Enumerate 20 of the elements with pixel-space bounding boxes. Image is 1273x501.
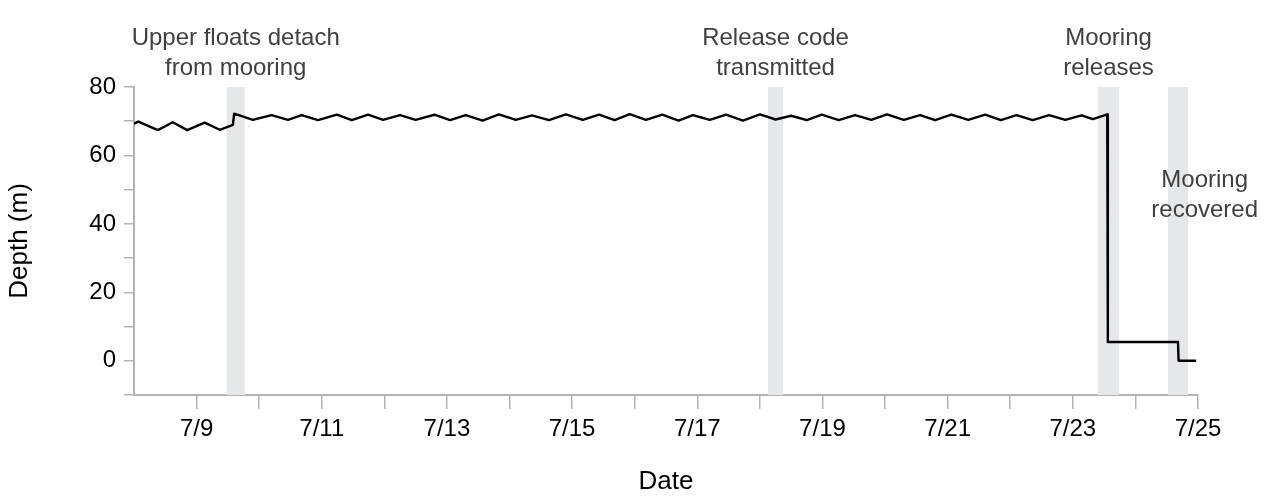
x-axis-title: Date [638, 464, 694, 495]
x-tick-label: 7/11 [299, 414, 345, 442]
x-tick-label: 7/13 [423, 414, 471, 442]
y-tick-label: 20 [89, 276, 116, 304]
x-tick-label: 7/9 [179, 414, 214, 442]
y-tick-label: 0 [102, 345, 116, 373]
x-tick-label: 7/17 [673, 414, 721, 442]
y-tick-label: 40 [89, 208, 116, 236]
band-label: Upper floats detach from mooring [131, 23, 340, 80]
x-tick-label: 7/19 [799, 414, 846, 442]
x-tick-label: 7/21 [924, 414, 972, 442]
y-axis-title: Depth (m) [2, 183, 33, 299]
band-label: Mooring recovered [1151, 165, 1259, 222]
band-label: Mooring releases [1063, 23, 1154, 80]
band-label: Release code transmitted [702, 23, 849, 80]
x-tick-label: 7/15 [548, 414, 596, 442]
y-tick-label: 60 [89, 140, 116, 168]
x-tick-label: 7/23 [1049, 414, 1097, 442]
y-tick-label: 80 [89, 71, 116, 99]
x-tick-label: 7/25 [1174, 414, 1222, 442]
